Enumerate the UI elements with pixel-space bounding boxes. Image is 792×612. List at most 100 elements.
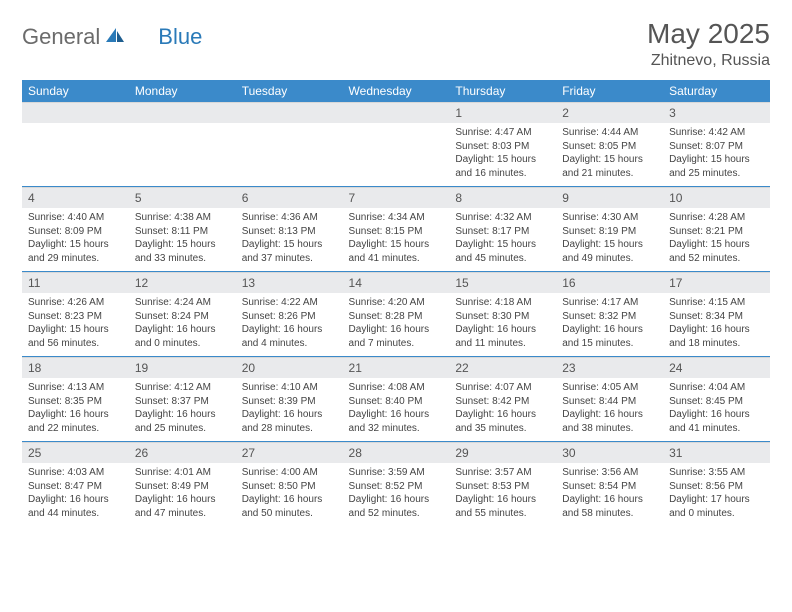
day-body: Sunrise: 4:15 AMSunset: 8:34 PMDaylight:… [663,293,770,356]
day-number: 26 [129,442,236,463]
sunrise-line: Sunrise: 4:36 AM [242,211,337,225]
day-number: 31 [663,442,770,463]
daylight-line: Daylight: 16 hours and 55 minutes. [455,493,550,520]
daylight-line: Daylight: 15 hours and 41 minutes. [349,238,444,265]
daylight-line: Daylight: 16 hours and 4 minutes. [242,323,337,350]
month-title: May 2025 [647,18,770,50]
day-number: 3 [663,102,770,123]
sunset-line: Sunset: 8:54 PM [562,480,657,494]
sunrise-line: Sunrise: 4:01 AM [135,466,230,480]
day-body: Sunrise: 4:42 AMSunset: 8:07 PMDaylight:… [663,123,770,186]
sunrise-line: Sunrise: 4:32 AM [455,211,550,225]
day-body: Sunrise: 4:40 AMSunset: 8:09 PMDaylight:… [22,208,129,271]
day-cell: 12Sunrise: 4:24 AMSunset: 8:24 PMDayligh… [129,272,236,357]
day-cell: 19Sunrise: 4:12 AMSunset: 8:37 PMDayligh… [129,357,236,442]
day-number: 18 [22,357,129,378]
sunset-line: Sunset: 8:47 PM [28,480,123,494]
sunrise-line: Sunrise: 4:17 AM [562,296,657,310]
day-number-empty [129,102,236,123]
sunset-line: Sunset: 8:52 PM [349,480,444,494]
day-body: Sunrise: 4:01 AMSunset: 8:49 PMDaylight:… [129,463,236,526]
day-cell: 7Sunrise: 4:34 AMSunset: 8:15 PMDaylight… [343,187,450,272]
daylight-line: Daylight: 16 hours and 28 minutes. [242,408,337,435]
sunset-line: Sunset: 8:32 PM [562,310,657,324]
day-cell: 9Sunrise: 4:30 AMSunset: 8:19 PMDaylight… [556,187,663,272]
sunrise-line: Sunrise: 4:40 AM [28,211,123,225]
sunrise-line: Sunrise: 4:34 AM [349,211,444,225]
sunset-line: Sunset: 8:50 PM [242,480,337,494]
day-number: 7 [343,187,450,208]
sunset-line: Sunset: 8:03 PM [455,140,550,154]
daylight-line: Daylight: 15 hours and 21 minutes. [562,153,657,180]
day-number: 1 [449,102,556,123]
day-number: 8 [449,187,556,208]
sunset-line: Sunset: 8:07 PM [669,140,764,154]
day-body: Sunrise: 4:04 AMSunset: 8:45 PMDaylight:… [663,378,770,441]
day-body: Sunrise: 4:12 AMSunset: 8:37 PMDaylight:… [129,378,236,441]
day-cell: 31Sunrise: 3:55 AMSunset: 8:56 PMDayligh… [663,442,770,526]
day-number: 16 [556,272,663,293]
day-number: 6 [236,187,343,208]
day-number: 20 [236,357,343,378]
day-body: Sunrise: 4:30 AMSunset: 8:19 PMDaylight:… [556,208,663,271]
calendar-table: SundayMondayTuesdayWednesdayThursdayFrid… [22,80,770,526]
day-body: Sunrise: 4:00 AMSunset: 8:50 PMDaylight:… [236,463,343,526]
day-cell: 28Sunrise: 3:59 AMSunset: 8:52 PMDayligh… [343,442,450,526]
day-number: 12 [129,272,236,293]
day-cell: 4Sunrise: 4:40 AMSunset: 8:09 PMDaylight… [22,187,129,272]
day-body: Sunrise: 4:13 AMSunset: 8:35 PMDaylight:… [22,378,129,441]
day-cell: 22Sunrise: 4:07 AMSunset: 8:42 PMDayligh… [449,357,556,442]
day-body: Sunrise: 3:56 AMSunset: 8:54 PMDaylight:… [556,463,663,526]
daylight-line: Daylight: 15 hours and 52 minutes. [669,238,764,265]
day-body: Sunrise: 3:57 AMSunset: 8:53 PMDaylight:… [449,463,556,526]
daylight-line: Daylight: 16 hours and 32 minutes. [349,408,444,435]
day-body: Sunrise: 4:22 AMSunset: 8:26 PMDaylight:… [236,293,343,356]
dow-header-cell: Tuesday [236,80,343,102]
sunrise-line: Sunrise: 4:24 AM [135,296,230,310]
day-number: 22 [449,357,556,378]
daylight-line: Daylight: 16 hours and 47 minutes. [135,493,230,520]
sunrise-line: Sunrise: 4:10 AM [242,381,337,395]
day-cell: 30Sunrise: 3:56 AMSunset: 8:54 PMDayligh… [556,442,663,526]
sunrise-line: Sunrise: 4:08 AM [349,381,444,395]
day-number: 4 [22,187,129,208]
sunset-line: Sunset: 8:39 PM [242,395,337,409]
day-body: Sunrise: 4:08 AMSunset: 8:40 PMDaylight:… [343,378,450,441]
week-row: 1Sunrise: 4:47 AMSunset: 8:03 PMDaylight… [22,102,770,187]
daylight-line: Daylight: 16 hours and 44 minutes. [28,493,123,520]
day-number: 25 [22,442,129,463]
sunrise-line: Sunrise: 4:28 AM [669,211,764,225]
day-number-empty [343,102,450,123]
sunrise-line: Sunrise: 4:07 AM [455,381,550,395]
day-cell: 27Sunrise: 4:00 AMSunset: 8:50 PMDayligh… [236,442,343,526]
sunrise-line: Sunrise: 4:15 AM [669,296,764,310]
daylight-line: Daylight: 15 hours and 29 minutes. [28,238,123,265]
daylight-line: Daylight: 16 hours and 38 minutes. [562,408,657,435]
sunset-line: Sunset: 8:40 PM [349,395,444,409]
day-body: Sunrise: 4:36 AMSunset: 8:13 PMDaylight:… [236,208,343,271]
day-number: 17 [663,272,770,293]
day-cell: 2Sunrise: 4:44 AMSunset: 8:05 PMDaylight… [556,102,663,187]
sunrise-line: Sunrise: 4:22 AM [242,296,337,310]
sunset-line: Sunset: 8:26 PM [242,310,337,324]
day-body: Sunrise: 4:47 AMSunset: 8:03 PMDaylight:… [449,123,556,186]
sunrise-line: Sunrise: 4:00 AM [242,466,337,480]
day-body: Sunrise: 4:10 AMSunset: 8:39 PMDaylight:… [236,378,343,441]
day-body: Sunrise: 4:03 AMSunset: 8:47 PMDaylight:… [22,463,129,526]
daylight-line: Daylight: 16 hours and 18 minutes. [669,323,764,350]
day-number: 23 [556,357,663,378]
day-cell: 1Sunrise: 4:47 AMSunset: 8:03 PMDaylight… [449,102,556,187]
sunset-line: Sunset: 8:35 PM [28,395,123,409]
week-row: 25Sunrise: 4:03 AMSunset: 8:47 PMDayligh… [22,442,770,526]
day-body: Sunrise: 4:34 AMSunset: 8:15 PMDaylight:… [343,208,450,271]
sunrise-line: Sunrise: 4:30 AM [562,211,657,225]
daylight-line: Daylight: 16 hours and 15 minutes. [562,323,657,350]
dow-header-cell: Friday [556,80,663,102]
daylight-line: Daylight: 16 hours and 58 minutes. [562,493,657,520]
day-number: 10 [663,187,770,208]
day-body-empty [236,123,343,181]
day-body: Sunrise: 4:07 AMSunset: 8:42 PMDaylight:… [449,378,556,441]
location: Zhitnevo, Russia [647,52,770,70]
sunrise-line: Sunrise: 4:13 AM [28,381,123,395]
daylight-line: Daylight: 16 hours and 22 minutes. [28,408,123,435]
